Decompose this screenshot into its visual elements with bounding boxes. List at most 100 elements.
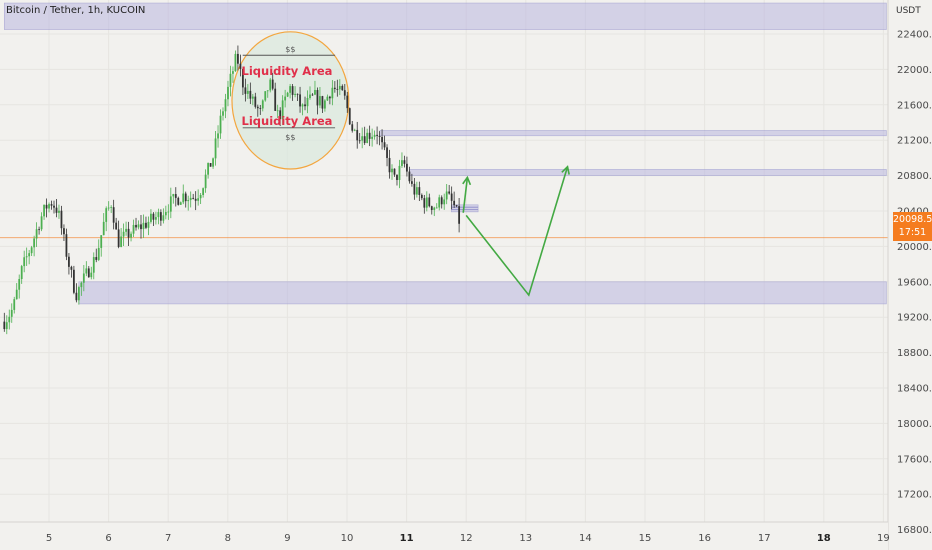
candle-body: [413, 183, 416, 195]
liquidity-circle[interactable]: [231, 31, 350, 170]
candle-body: [169, 196, 172, 212]
candle-body: [229, 73, 232, 87]
price-tick-label: 20000.0: [897, 242, 932, 253]
projection-arrow-main[interactable]: [465, 166, 569, 297]
candle-body: [174, 194, 177, 198]
candle-body: [15, 289, 18, 300]
candle-body: [167, 211, 170, 213]
candle-body: [366, 132, 369, 143]
candle-body: [326, 96, 329, 101]
candle-body: [274, 88, 277, 111]
candle-body: [164, 212, 167, 216]
bottom-liquidity-label: Liquidity Area: [242, 114, 333, 128]
candle-body: [105, 208, 108, 222]
candle-body: [420, 194, 423, 199]
candle-body: [68, 256, 70, 267]
candle-body: [403, 160, 406, 164]
candle-body: [249, 90, 252, 99]
time-tick-label: 5: [46, 533, 52, 544]
time-tick-label: 7: [165, 533, 171, 544]
candle-body: [33, 238, 36, 248]
candle-body: [301, 104, 304, 107]
candle-body: [115, 222, 118, 230]
candle-body: [363, 136, 366, 143]
candle-body: [279, 110, 282, 120]
candle-body: [212, 158, 214, 167]
zone-resistance-2: [409, 169, 887, 176]
candle-body: [142, 222, 145, 230]
candle-body: [63, 228, 65, 235]
last-price-tag: 20098.5 17:51: [893, 212, 932, 241]
candle-body: [443, 199, 446, 205]
projection-arrow-main-head: [561, 165, 570, 175]
price-tick-label: 22000.0: [897, 65, 932, 76]
price-tick-label: 21600.0: [897, 100, 932, 111]
candle-body: [284, 96, 287, 101]
bottom-marker-label: $$: [285, 133, 295, 142]
candle-body: [53, 205, 55, 208]
symbol-title[interactable]: Bitcoin / Tether, 1h, KUCOIN: [6, 5, 146, 16]
candle-body: [254, 96, 257, 107]
time-axis[interactable]: [0, 522, 888, 550]
candle-body: [13, 299, 16, 310]
candle-body: [127, 228, 130, 238]
time-tick-label: 17: [758, 533, 771, 544]
candle-body: [50, 204, 53, 206]
candle-body: [401, 160, 403, 166]
candle-body: [227, 86, 229, 100]
candle-body: [48, 204, 50, 209]
price-unit-label: USDT: [896, 6, 921, 16]
candle-body: [328, 96, 331, 99]
candle-body: [137, 224, 140, 228]
candle-body: [150, 213, 152, 222]
candle-body: [135, 224, 137, 228]
candle-body: [45, 204, 48, 209]
price-axis[interactable]: [888, 0, 932, 550]
candle-body: [333, 87, 336, 89]
candle-body: [261, 100, 264, 109]
candle-body: [65, 234, 68, 257]
candle-body: [239, 63, 242, 69]
candle-body: [428, 197, 431, 207]
candle-body: [207, 163, 209, 175]
candle-body: [159, 212, 162, 221]
candle-body: [60, 210, 63, 229]
candle-body: [453, 200, 456, 206]
candle-body: [269, 79, 272, 91]
time-tick-label: 9: [284, 533, 290, 544]
candle-body: [30, 247, 33, 254]
candle-body: [132, 224, 135, 234]
candle-body: [58, 210, 60, 213]
candle-body: [155, 217, 157, 220]
candle-body: [358, 140, 361, 142]
candle-body: [438, 197, 441, 208]
price-tick-label: 21200.0: [897, 136, 932, 147]
candle-body: [10, 309, 13, 317]
candle-body: [371, 136, 374, 139]
price-tick-label: 18000.0: [897, 419, 932, 430]
time-tick-label: 8: [225, 533, 231, 544]
candle-body: [256, 106, 259, 109]
time-tick-label: 19: [877, 533, 890, 544]
candle-body: [112, 207, 115, 223]
candle-body: [266, 90, 269, 92]
candle-body: [251, 96, 254, 99]
candle-body: [122, 231, 125, 237]
candle-body: [356, 129, 359, 141]
candle-body: [23, 257, 26, 267]
candle-body: [289, 86, 292, 93]
candle-body: [197, 198, 200, 201]
candle-body: [202, 188, 205, 195]
projection-arrow-small[interactable]: [462, 177, 469, 213]
candle-body: [348, 108, 351, 125]
candle-body: [406, 163, 408, 172]
candle-body: [281, 100, 284, 120]
candle-body: [140, 224, 142, 230]
candle-body: [85, 268, 88, 274]
candle-body: [209, 163, 212, 167]
candle-body: [351, 124, 354, 131]
candle-body: [130, 233, 132, 238]
candle-body: [396, 174, 398, 180]
